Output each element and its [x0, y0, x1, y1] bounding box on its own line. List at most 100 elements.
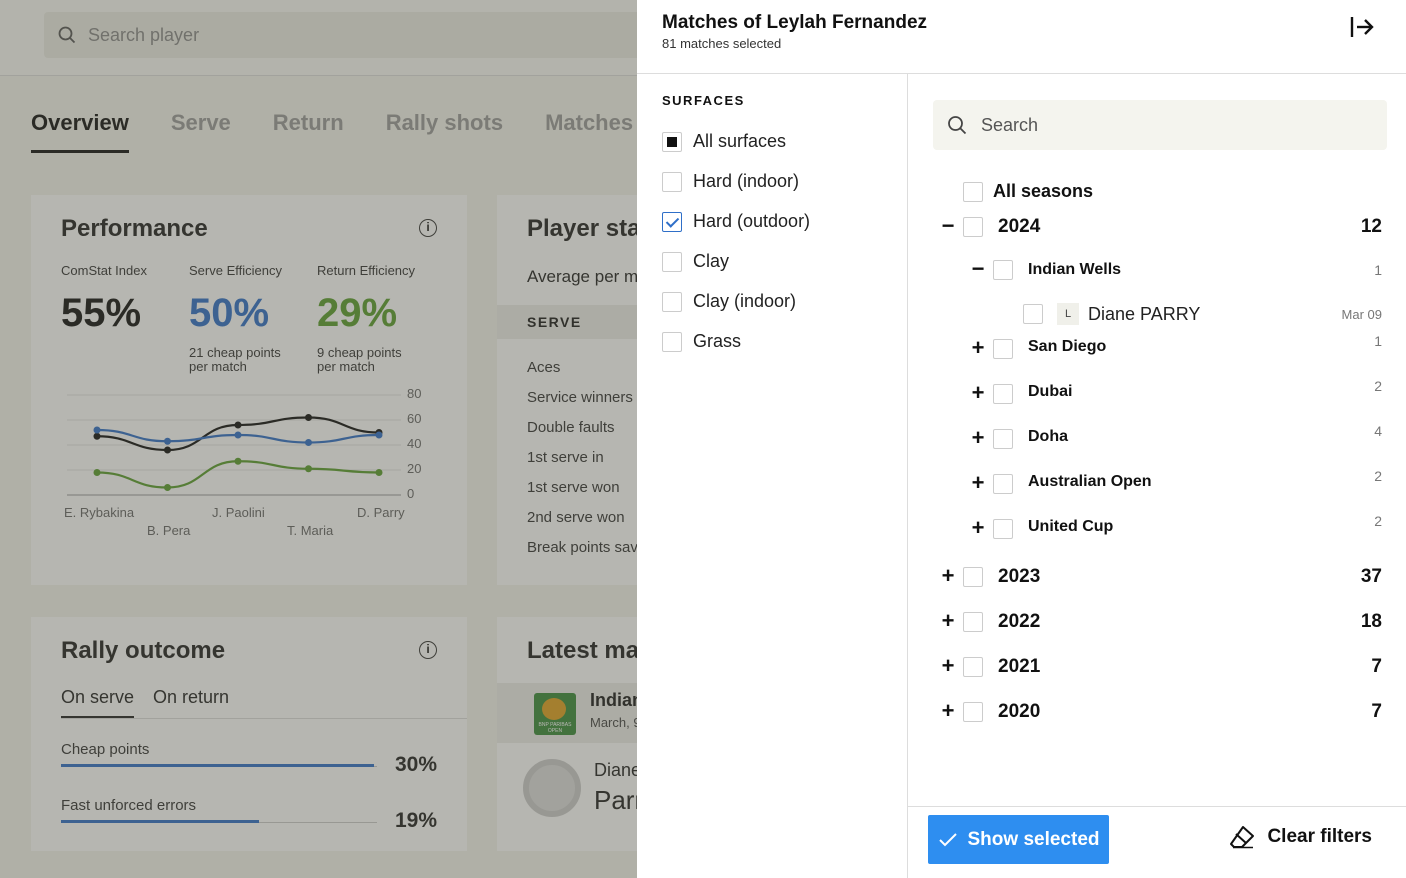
expand-icon[interactable]: + — [941, 653, 955, 678]
tab-matches[interactable]: Matches — [545, 110, 634, 135]
tab-on-return[interactable]: On return — [153, 687, 230, 707]
season-row[interactable]: + 2023 37 — [938, 563, 1406, 588]
surface-checkbox[interactable] — [662, 211, 682, 232]
x-tick: D. Parry — [357, 505, 405, 520]
season-checkbox[interactable] — [963, 217, 983, 237]
data-point — [234, 421, 242, 429]
season-checkbox[interactable] — [963, 657, 983, 677]
surface-all[interactable]: All surfaces — [662, 131, 786, 152]
show-selected-button[interactable]: Show selected — [928, 815, 1109, 864]
tournament-count: 2 — [1374, 378, 1382, 394]
tournament-checkbox[interactable] — [993, 519, 1013, 539]
surface-label: Clay — [693, 251, 730, 271]
tournament-row[interactable]: + San Diego 1 — [968, 333, 1406, 360]
season-row-2024[interactable]: − 2024 12 — [938, 213, 1406, 238]
season-row[interactable]: + 2020 7 — [938, 698, 1406, 723]
collapse-icon[interactable]: − — [941, 213, 955, 238]
rally-item-label: Fast unforced errors — [61, 797, 197, 814]
y-tick: 40 — [407, 436, 422, 451]
tournament-row-indian-wells[interactable]: − Indian Wells 1 — [968, 256, 1406, 281]
y-tick: 20 — [407, 461, 422, 476]
rally-bar — [61, 764, 374, 767]
all-seasons-row[interactable]: All seasons — [963, 181, 1093, 202]
search-icon — [58, 26, 76, 44]
tournament-checkbox[interactable] — [993, 474, 1013, 494]
modal-overlay[interactable] — [0, 0, 637, 878]
rally-item-value: 30% — [394, 753, 437, 776]
expand-icon[interactable]: + — [971, 380, 985, 405]
season-checkbox[interactable] — [963, 702, 983, 722]
match-search[interactable] — [933, 100, 1387, 150]
tournament-checkbox[interactable] — [993, 384, 1013, 404]
tournament-row[interactable]: + Australian Open 2 — [968, 468, 1406, 495]
expand-icon[interactable]: + — [941, 563, 955, 588]
surface-checkbox[interactable] — [662, 171, 682, 192]
surface-hard-indoor[interactable]: Hard (indoor) — [662, 171, 799, 192]
season-row[interactable]: + 2021 7 — [938, 653, 1406, 678]
x-tick: T. Maria — [287, 523, 334, 538]
tournament-checkbox[interactable] — [993, 339, 1013, 359]
expand-icon[interactable]: + — [971, 470, 985, 495]
performance-chart — [67, 394, 401, 496]
surface-label: All surfaces — [693, 131, 787, 151]
surface-clay[interactable]: Clay — [662, 251, 729, 272]
player-stats-subtitle[interactable]: Average per m — [527, 267, 639, 286]
data-point — [164, 484, 171, 491]
rally-item-label: Cheap points — [61, 741, 150, 758]
tab-overview[interactable]: Overview — [31, 110, 129, 153]
match-checkbox[interactable] — [1023, 304, 1043, 324]
rally-item-value: 19% — [394, 809, 437, 832]
tab-serve[interactable]: Serve — [170, 110, 231, 135]
tab-return[interactable]: Return — [272, 110, 344, 135]
tournament-checkbox[interactable] — [993, 429, 1013, 449]
surface-hard-outdoor[interactable]: Hard (outdoor) — [662, 211, 810, 232]
surface-label: Hard (outdoor) — [693, 211, 811, 231]
season-checkbox[interactable] — [963, 612, 983, 632]
clear-filters-label: Clear filters — [1267, 826, 1372, 847]
info-icon[interactable]: i — [419, 641, 437, 659]
tournament-row[interactable]: + Doha 4 — [968, 423, 1406, 450]
surface-checkbox[interactable] — [662, 251, 682, 272]
clear-filters-button[interactable]: Clear filters — [1229, 825, 1372, 849]
season-row[interactable]: + 2022 18 — [938, 608, 1406, 633]
tournament-label: San Diego — [1028, 338, 1107, 355]
season-checkbox[interactable] — [963, 567, 983, 587]
info-icon[interactable]: i — [419, 219, 437, 237]
y-tick: 60 — [407, 411, 422, 426]
match-row-diane-parry[interactable]: L Diane PARRY Mar 09 — [1023, 303, 1406, 325]
loss-badge: L — [1057, 303, 1079, 325]
stat-row: Aces — [527, 359, 561, 376]
collapse-icon[interactable]: − — [971, 256, 985, 281]
season-count: 12 — [1360, 216, 1382, 237]
all-seasons-checkbox[interactable] — [963, 181, 983, 202]
surface-checkbox[interactable] — [662, 131, 682, 152]
tournament-count: 2 — [1374, 513, 1382, 529]
player-search[interactable]: Search player — [44, 12, 664, 58]
tournament-checkbox[interactable] — [993, 260, 1013, 280]
expand-icon[interactable]: + — [941, 608, 955, 633]
tournament-row[interactable]: + United Cup 2 — [968, 513, 1406, 540]
expand-icon[interactable]: + — [941, 698, 955, 723]
search-input[interactable] — [981, 114, 1361, 136]
drawer-header: Matches of Leylah Fernandez 81 matches s… — [637, 0, 1406, 74]
tournament-row[interactable]: + Dubai 2 — [968, 378, 1406, 405]
surface-checkbox[interactable] — [662, 291, 682, 312]
latest-matches-title: Latest mat — [527, 637, 648, 664]
tab-rally-shots[interactable]: Rally shots — [385, 110, 504, 135]
season-label: 2023 — [998, 566, 1041, 587]
all-seasons-label: All seasons — [993, 181, 1094, 201]
close-drawer-button[interactable] — [1348, 14, 1376, 40]
surface-clay-indoor[interactable]: Clay (indoor) — [662, 291, 796, 312]
surface-grass[interactable]: Grass — [662, 331, 741, 352]
y-tick: 80 — [407, 386, 422, 401]
expand-icon[interactable]: + — [971, 335, 985, 360]
season-count: 37 — [1360, 566, 1382, 587]
surface-checkbox[interactable] — [662, 331, 682, 352]
serve-efficiency-value: 50% — [189, 291, 270, 335]
expand-icon[interactable]: + — [971, 425, 985, 450]
data-point — [164, 437, 171, 445]
expand-icon[interactable]: + — [971, 515, 985, 540]
tab-on-serve[interactable]: On serve — [61, 687, 135, 719]
data-point — [93, 432, 101, 440]
season-count: 18 — [1360, 611, 1382, 632]
